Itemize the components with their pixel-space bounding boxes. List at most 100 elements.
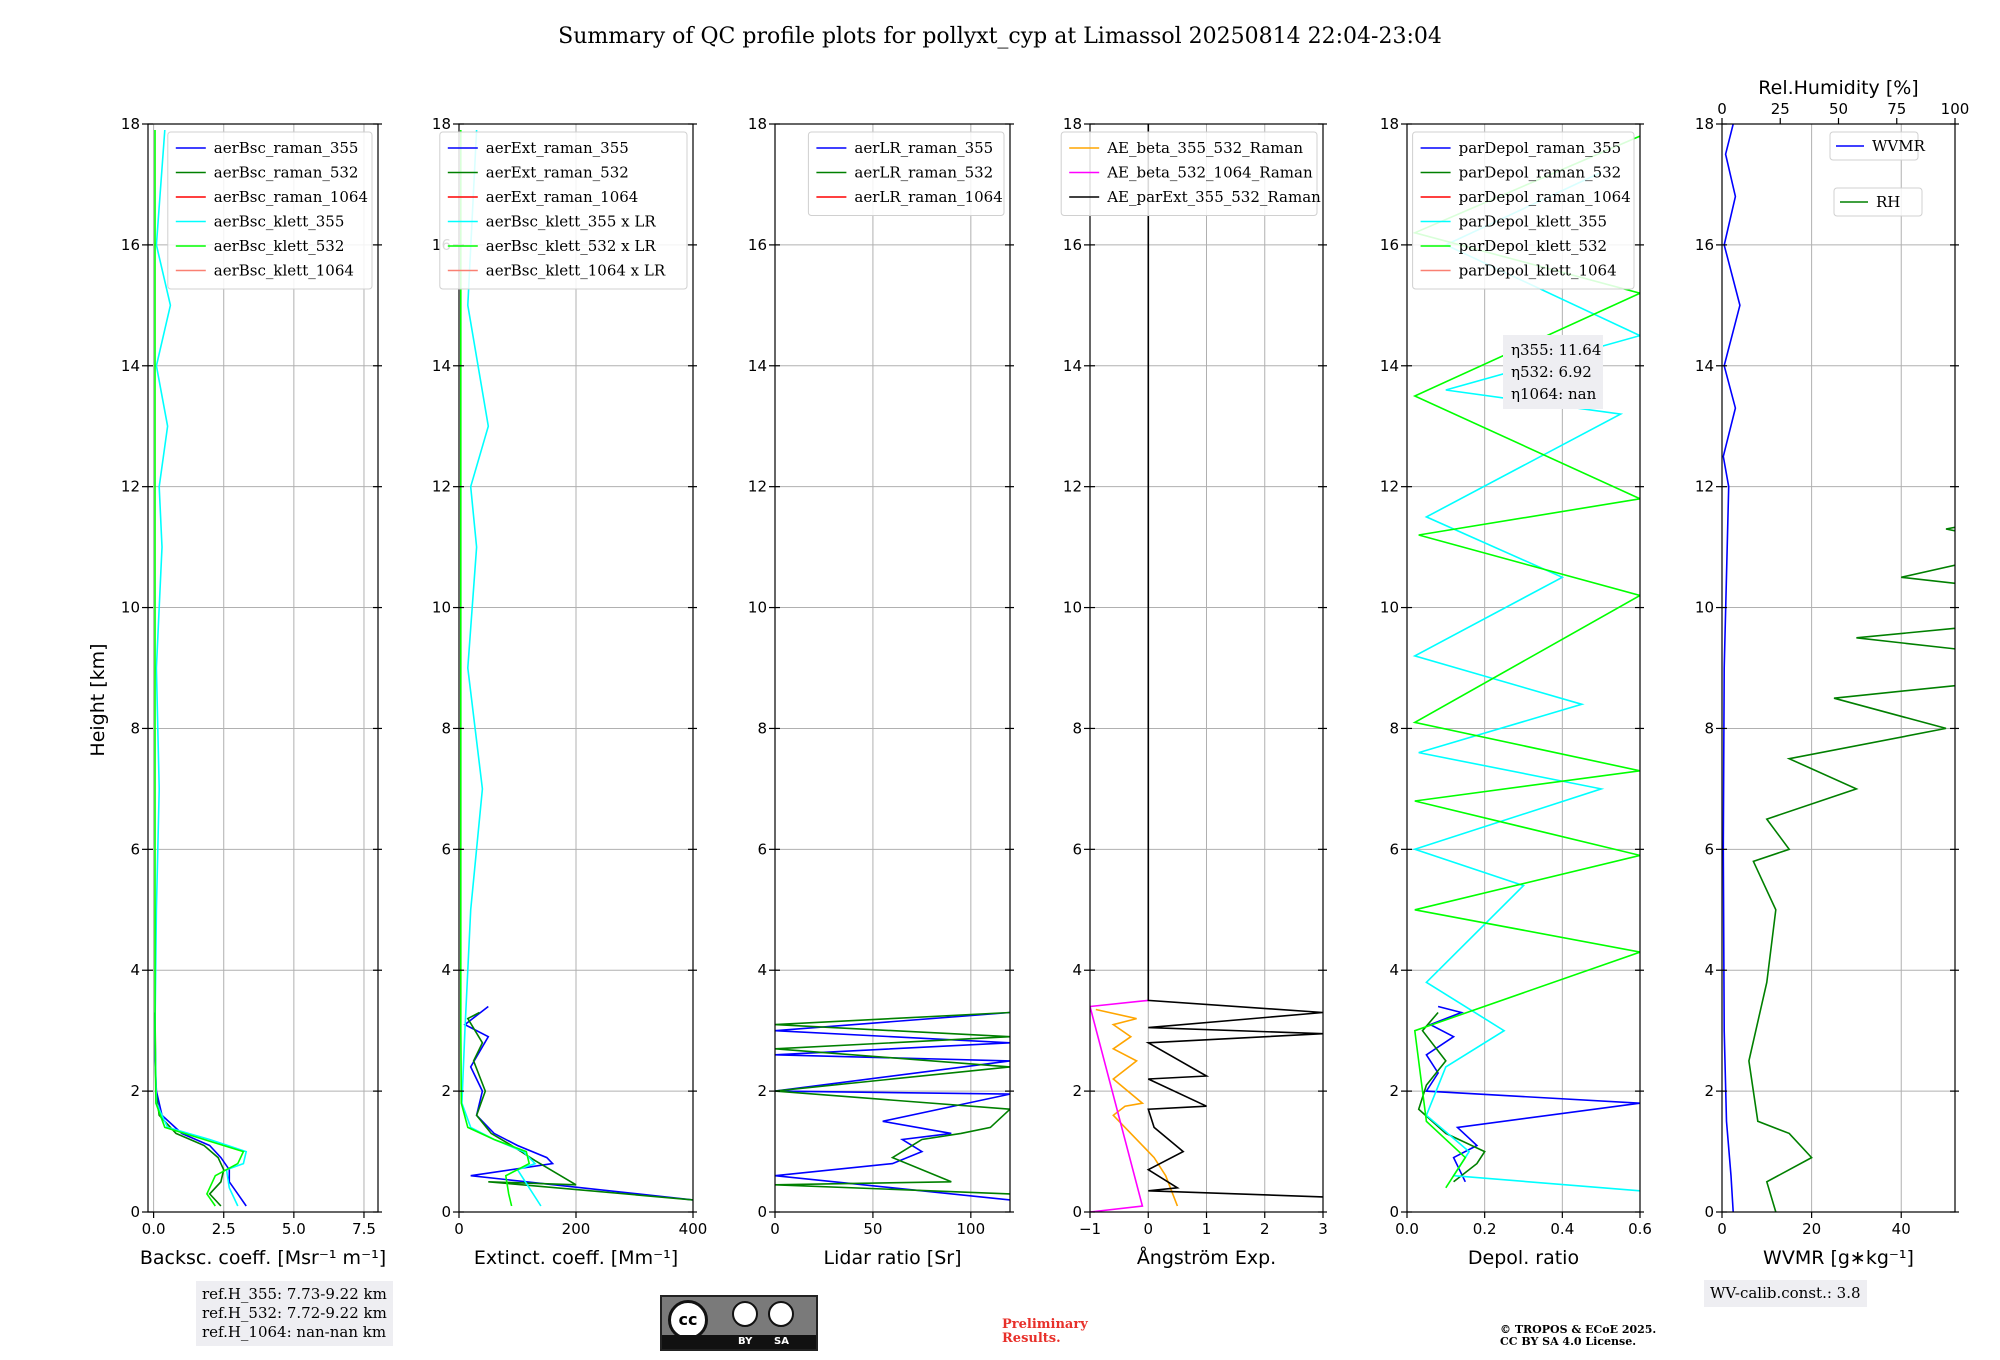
y-tick-label: 18 bbox=[1063, 115, 1082, 133]
legend-label: WVMR bbox=[1872, 137, 1926, 155]
plot-frame bbox=[1721, 123, 1956, 1213]
y-tick-label: 8 bbox=[441, 719, 451, 737]
plot-frame bbox=[1406, 123, 1641, 1213]
x-tick-label: 0.0 bbox=[1395, 1220, 1419, 1238]
x-tick-label: 40 bbox=[1892, 1220, 1911, 1238]
wv-calib-const: WV-calib.const.: 3.8 bbox=[1710, 1284, 1861, 1302]
ref-height-355: ref.H_355: 7.73-9.22 km bbox=[202, 1285, 387, 1303]
x-tick-label: 0 bbox=[1143, 1220, 1153, 1238]
y-tick-label: 10 bbox=[1063, 599, 1082, 617]
legend-label: parDepol_klett_532 bbox=[1459, 237, 1608, 255]
legend-label: parDepol_raman_532 bbox=[1459, 164, 1622, 182]
legend-label: parDepol_klett_355 bbox=[1459, 213, 1608, 231]
y-tick-label: 16 bbox=[1063, 236, 1082, 254]
legend-label: aerBsc_raman_532 bbox=[214, 164, 359, 182]
y-tick-label: 10 bbox=[748, 599, 767, 617]
badge-sa-label: SA bbox=[774, 1336, 789, 1347]
y-tick-label: 12 bbox=[432, 478, 451, 496]
badge-bar bbox=[662, 1335, 816, 1349]
y-tick-label: 14 bbox=[121, 357, 140, 375]
ref-height-1064: ref.H_1064: nan-nan km bbox=[202, 1323, 387, 1341]
y-tick-label: 0 bbox=[1389, 1203, 1399, 1221]
legend-label: aerBsc_klett_532 x LR bbox=[486, 237, 657, 255]
wv-calib-box: WV-calib.const.: 3.8 bbox=[1704, 1280, 1867, 1307]
eta-value: η1064: nan bbox=[1511, 385, 1597, 403]
legend-label: aerBsc_klett_355 x LR bbox=[486, 213, 657, 231]
y-tick-label: 2 bbox=[1072, 1082, 1082, 1100]
legend-label: AE_beta_355_532_Raman bbox=[1106, 139, 1303, 157]
y-tick-label: 4 bbox=[757, 961, 767, 979]
x-tick-label: 7.5 bbox=[352, 1220, 376, 1238]
y-tick-label: 16 bbox=[748, 236, 767, 254]
eta-value: η532: 6.92 bbox=[1511, 363, 1592, 381]
legend-box bbox=[1833, 187, 1923, 217]
y-tick-label: 8 bbox=[1389, 719, 1399, 737]
series-line-parDepol_raman_532 bbox=[1417, 1011, 1486, 1183]
y-tick-label: 8 bbox=[1072, 719, 1082, 737]
x-axis-label: Depol. ratio bbox=[1468, 1247, 1579, 1269]
plot-frame bbox=[147, 123, 379, 1213]
y-tick-label: 2 bbox=[1389, 1082, 1399, 1100]
y-tick-label: 6 bbox=[1704, 840, 1714, 858]
legend-label: aerExt_raman_532 bbox=[486, 164, 629, 182]
series-line-aerBsc_klett_355 x LR bbox=[461, 129, 542, 1207]
x-tick-label: 5.0 bbox=[282, 1220, 306, 1238]
x-axis-label: Lidar ratio [Sr] bbox=[824, 1247, 962, 1269]
x2-tick-label: 25 bbox=[1771, 100, 1790, 118]
plot-frame bbox=[774, 123, 1011, 1213]
series-line-aerExt_raman_355 bbox=[463, 1005, 693, 1201]
x-axis-label: WVMR [g∗kg⁻¹] bbox=[1763, 1247, 1914, 1269]
y-tick-label: 0 bbox=[441, 1203, 451, 1221]
y-tick-label: 8 bbox=[757, 719, 767, 737]
y-tick-label: 12 bbox=[1063, 478, 1082, 496]
y-tick-label: 6 bbox=[757, 840, 767, 858]
legend-box bbox=[439, 131, 688, 290]
x-axis-label: Extinct. coeff. [Mm⁻¹] bbox=[474, 1247, 678, 1269]
x-axis-label: Backsc. coeff. [Msr⁻¹ m⁻¹] bbox=[140, 1247, 386, 1269]
y-tick-label: 4 bbox=[1389, 961, 1399, 979]
y-tick-label: 18 bbox=[1695, 115, 1714, 133]
cc-icon: cc bbox=[668, 1300, 708, 1340]
ref-height-532: ref.H_532: 7.72-9.22 km bbox=[202, 1304, 387, 1322]
y-tick-label: 18 bbox=[748, 115, 767, 133]
x2-tick-label: 50 bbox=[1829, 100, 1848, 118]
y-tick-label: 8 bbox=[1704, 719, 1714, 737]
legend-box bbox=[1060, 131, 1318, 216]
y-tick-label: 14 bbox=[432, 357, 451, 375]
legend-label: aerLR_raman_532 bbox=[854, 164, 993, 182]
y-tick-label: 10 bbox=[1380, 599, 1399, 617]
y-tick-label: 14 bbox=[748, 357, 767, 375]
series-line-parDepol_raman_355 bbox=[1424, 1005, 1640, 1183]
y-tick-label: 2 bbox=[757, 1082, 767, 1100]
y-tick-label: 8 bbox=[130, 719, 140, 737]
figure-title: Summary of QC profile plots for pollyxt_… bbox=[558, 24, 1442, 49]
legend-label: aerBsc_klett_1064 bbox=[214, 262, 354, 280]
series-line-WVMR bbox=[1722, 124, 1741, 1212]
legend-box bbox=[807, 131, 1005, 216]
y-tick-label: 12 bbox=[1380, 478, 1399, 496]
y-tick-label: 10 bbox=[121, 599, 140, 617]
cc-license-badge: cc BY SA bbox=[660, 1295, 818, 1351]
copyright-line-2: CC BY SA 4.0 License. bbox=[1500, 1335, 1637, 1348]
x-tick-label: 0 bbox=[454, 1220, 464, 1238]
panel-2: 0246810121416180200400Extinct. coeff. [M… bbox=[432, 115, 707, 1269]
series-line-aerBsc_raman_532 bbox=[154, 1012, 225, 1207]
legend-label: aerBsc_raman_1064 bbox=[214, 188, 368, 206]
series-line-aerBsc_klett_355 bbox=[154, 129, 248, 1207]
series-line-parDepol_klett_532 bbox=[1412, 135, 1640, 1189]
legend-label: RH bbox=[1876, 193, 1900, 211]
y-tick-label: 0 bbox=[1704, 1203, 1714, 1221]
y-tick-label: 14 bbox=[1380, 357, 1399, 375]
y-tick-label: 18 bbox=[1380, 115, 1399, 133]
x-tick-label: 1 bbox=[1202, 1220, 1212, 1238]
series-line-parDepol_klett_355 bbox=[1412, 171, 1640, 1192]
panel-5: 0 2 4 6 8 10 12 14 16 18 0.0 0.2 0.4 0.6 Depol. ratio p… bbox=[1380, 115, 1652, 1269]
y-tick-label: 0 bbox=[130, 1203, 140, 1221]
y-tick-label: 2 bbox=[130, 1082, 140, 1100]
panel-3: 0 2 4 6 8 10 12 14 16 18 0 50 100 Lidar ratio [Sr] aer… bbox=[748, 115, 1014, 1269]
x-tick-label: 50 bbox=[863, 1220, 882, 1238]
legend-label: aerLR_raman_1064 bbox=[854, 188, 1002, 206]
legend-label: aerExt_raman_355 bbox=[486, 139, 629, 157]
